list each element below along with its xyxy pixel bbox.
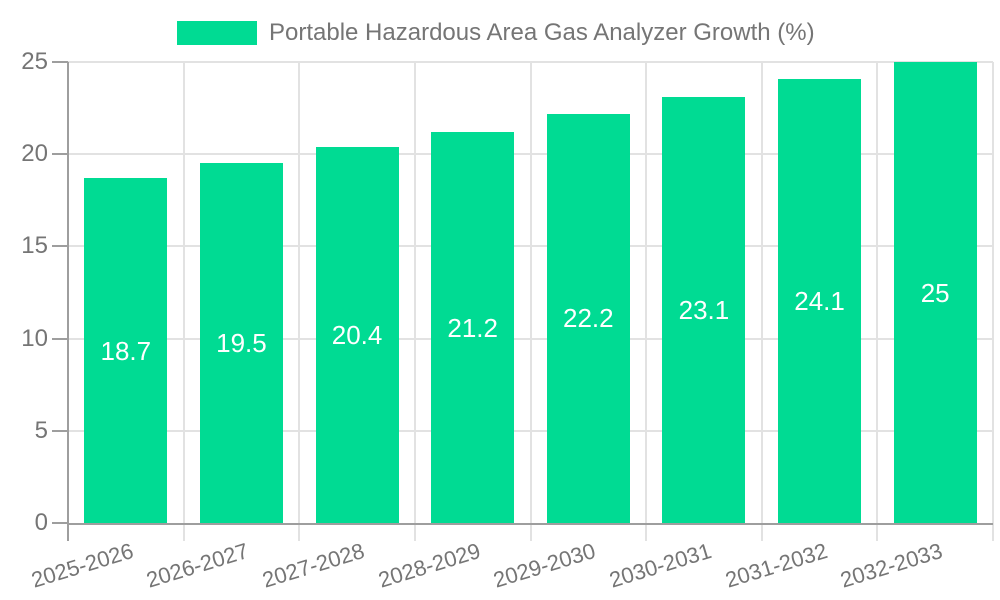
x-tick-mark — [413, 523, 416, 541]
y-tick-mark — [52, 245, 68, 248]
y-axis-tick-label: 10 — [21, 324, 48, 352]
x-tick-mark — [876, 523, 879, 541]
chart-legend-item[interactable]: Portable Hazardous Area Gas Analyzer Gro… — [177, 18, 815, 48]
bar-value-label: 23.1 — [678, 295, 730, 326]
x-gridline — [182, 62, 185, 523]
x-tick-mark — [529, 523, 532, 541]
y-tick-mark — [52, 337, 68, 340]
x-tick-mark — [992, 523, 994, 541]
legend-swatch — [177, 21, 257, 45]
bar[interactable] — [662, 97, 746, 523]
x-gridline — [529, 62, 532, 523]
x-gridline — [876, 62, 879, 523]
x-tick-mark — [760, 523, 763, 541]
bar[interactable] — [431, 132, 515, 523]
bar-value-label: 25 — [920, 277, 950, 308]
y-tick-mark — [52, 61, 68, 63]
x-tick-mark — [182, 523, 185, 541]
bar-value-label: 21.2 — [447, 312, 498, 343]
y-axis-tick-label: 5 — [34, 416, 48, 444]
x-gridline — [298, 62, 301, 523]
bar-value-label: 24.1 — [794, 285, 845, 316]
x-tick-mark — [645, 523, 648, 541]
x-gridline — [645, 62, 648, 523]
bar[interactable] — [199, 163, 283, 523]
y-axis-line — [67, 62, 69, 541]
bar[interactable] — [315, 146, 399, 523]
bar[interactable] — [84, 178, 168, 523]
bar[interactable] — [893, 62, 977, 523]
y-tick-mark — [52, 153, 68, 156]
y-axis-tick-label: 20 — [21, 140, 48, 168]
x-tick-mark — [298, 523, 301, 541]
x-gridline — [760, 62, 763, 523]
bar-value-label: 18.7 — [100, 335, 152, 366]
x-axis-line — [68, 523, 993, 525]
y-tick-mark — [52, 522, 68, 524]
chart-title: Portable Hazardous Area Gas Analyzer Gro… — [269, 19, 815, 46]
bar-value-label: 19.5 — [216, 328, 267, 359]
y-axis-tick-label: 0 — [34, 509, 48, 536]
y-axis-tick-label: 25 — [21, 48, 48, 75]
bar[interactable] — [778, 78, 862, 523]
y-axis-tick-label: 15 — [21, 232, 48, 260]
bar[interactable] — [546, 113, 630, 523]
y-tick-mark — [52, 429, 68, 432]
x-gridline — [992, 62, 994, 523]
bar-value-label: 20.4 — [331, 319, 383, 350]
bar-value-label: 22.2 — [563, 303, 614, 334]
x-gridline — [413, 62, 416, 523]
